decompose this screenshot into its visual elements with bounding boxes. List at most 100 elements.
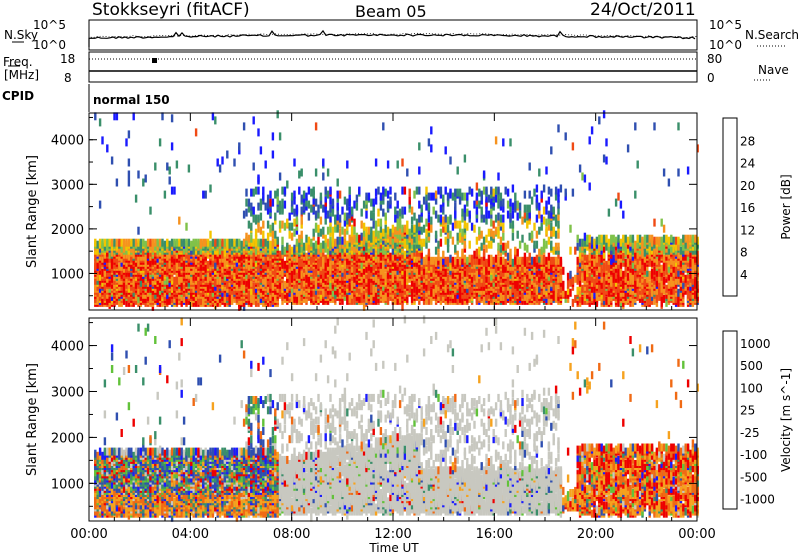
power-cell: [187, 238, 191, 247]
power-cell: [437, 252, 440, 261]
power-cell: [463, 192, 467, 201]
power-cell: [271, 222, 275, 231]
power-cell: [286, 218, 289, 227]
power-cell: [401, 224, 404, 233]
power-cell: [420, 256, 423, 265]
power-cell: [338, 214, 342, 223]
power-cell: [386, 226, 390, 235]
power-cell: [502, 222, 505, 231]
power-cell: [250, 222, 253, 231]
power-cell: [178, 274, 181, 283]
power-cell: [326, 226, 330, 235]
power-cell: [312, 254, 315, 263]
power-cell: [410, 206, 414, 215]
power-cell: [518, 256, 522, 265]
power-cell: [235, 258, 239, 267]
nsearch-tick-high: 10^5: [709, 18, 742, 32]
power-cell: [290, 246, 294, 255]
power-cell: [228, 238, 231, 247]
power-cell: [478, 276, 481, 285]
power-cell: [370, 280, 373, 289]
power-cell: [307, 256, 311, 265]
power-cell: [197, 238, 200, 247]
power-cell: [202, 238, 205, 247]
power-cell: [391, 224, 395, 233]
power-cell: [511, 220, 515, 229]
power-cell: [425, 294, 428, 303]
freq-panel-frame: [88, 51, 698, 83]
power-cell: [283, 294, 287, 303]
power-cell: [379, 192, 383, 201]
power-cell: [247, 234, 251, 243]
power-cell: [158, 138, 162, 147]
power-cell: [230, 238, 234, 247]
power-cell: [221, 238, 224, 247]
power-cell: [314, 122, 318, 131]
power-cell: [526, 256, 529, 265]
power-cell: [370, 232, 373, 241]
power-cell: [290, 222, 294, 231]
power-cell: [497, 172, 500, 181]
power-cell: [420, 204, 423, 213]
power-cell: [326, 190, 330, 199]
power-cell: [283, 260, 287, 269]
power-cell: [250, 208, 253, 217]
power-cell: [122, 238, 126, 247]
power-cell: [238, 142, 241, 151]
power-cell: [278, 132, 282, 141]
power-cell: [120, 244, 123, 253]
power-cell: [480, 230, 483, 239]
power-cell: [226, 238, 229, 247]
power-cell: [446, 230, 450, 239]
power-cell: [518, 240, 522, 249]
power-cell: [252, 238, 255, 247]
power-cell: [218, 258, 222, 267]
power-cell: [485, 244, 488, 253]
power-cell: [377, 230, 380, 239]
power-cell: [149, 294, 152, 303]
power-cell: [348, 234, 351, 243]
power-cell: [310, 294, 313, 303]
power-cell: [269, 256, 272, 265]
power-cell: [110, 156, 114, 165]
power-cell: [473, 256, 476, 265]
power-cell: [425, 240, 428, 249]
date-title: 24/Oct/2011: [590, 0, 696, 20]
power-cell: [490, 218, 493, 227]
beam-title: Beam 05: [355, 2, 427, 21]
power-cell: [98, 118, 102, 127]
power-cell: [353, 200, 356, 209]
power-cell: [290, 198, 294, 207]
power-cell: [406, 256, 409, 265]
power-cell: [154, 162, 157, 171]
power-cell: [125, 250, 128, 259]
power-cell: [326, 210, 330, 219]
power-cell: [379, 288, 383, 297]
power-cell: [437, 240, 440, 249]
power-cell: [506, 252, 510, 261]
power-cell: [286, 270, 289, 279]
power-cell: [478, 200, 481, 209]
power-cell: [410, 236, 414, 245]
power-cell: [401, 276, 404, 285]
power-cell: [432, 192, 435, 201]
power-cell: [408, 284, 411, 293]
power-cell: [461, 294, 464, 303]
power-cell: [348, 194, 351, 203]
power-cell: [384, 256, 387, 265]
power-cell: [139, 238, 143, 247]
power-cell: [334, 214, 337, 223]
power-cell: [322, 158, 325, 167]
power-cell: [247, 204, 251, 213]
nsky-tick-high: 10^5: [33, 18, 66, 32]
power-cell: [458, 256, 462, 265]
power-cell: [168, 176, 171, 185]
power-cell: [346, 160, 349, 169]
power-cell: [434, 196, 438, 205]
power-cell: [209, 240, 212, 249]
power-cell: [413, 190, 416, 199]
power-cell: [384, 212, 387, 221]
power-cell: [288, 230, 291, 239]
power-cell: [206, 292, 210, 301]
power-cell: [365, 210, 368, 219]
